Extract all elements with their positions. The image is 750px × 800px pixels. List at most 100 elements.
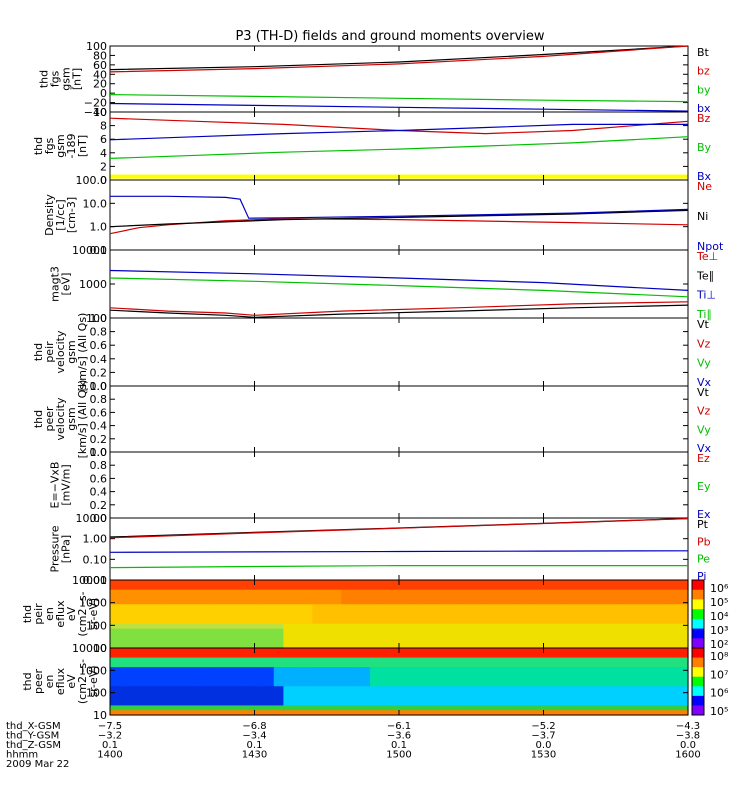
panel-density: 100.010.01.00.1Density[1/cc][cm-3]NeNiNp…: [43, 174, 724, 257]
spectrogram-cell: [389, 599, 400, 605]
ylabel-line: en: [43, 607, 56, 621]
spectrogram-cell: [668, 686, 679, 692]
spectrogram-cell: [591, 580, 602, 586]
spectrogram-cell: [119, 604, 130, 610]
spectrogram-cell: [254, 623, 265, 630]
spectrogram-cell: [110, 695, 121, 702]
spectrogram-cell: [466, 700, 477, 707]
ylabel-line: Density: [43, 194, 56, 236]
spectrogram-cell: [456, 648, 468, 654]
spectrogram-cell: [283, 638, 294, 644]
spectrogram-cell: [302, 710, 313, 716]
spectrogram-cell: [408, 580, 419, 586]
spectrogram-cell: [225, 628, 236, 635]
spectrogram-cell: [302, 691, 313, 697]
spectrogram-cell: [350, 695, 362, 702]
spectrogram-cell: [370, 594, 381, 601]
spectrogram-cell: [447, 691, 458, 697]
spectrogram-cell: [167, 594, 179, 601]
spectrogram-cell: [187, 648, 198, 654]
spectrogram-cell: [456, 614, 468, 620]
spectrogram-cell: [283, 643, 294, 649]
spectrogram-cell: [562, 648, 573, 654]
spectrogram-cell: [610, 628, 622, 635]
spectrogram-cell: [341, 623, 352, 630]
spectrogram-cell: [167, 671, 179, 678]
spectrogram-cell: [379, 604, 390, 610]
spectrogram-cell: [408, 584, 419, 591]
spectrogram-cell: [177, 618, 188, 625]
spectrogram-cell: [331, 705, 342, 711]
spectrogram-cell: [302, 652, 313, 659]
spectrogram-cell: [418, 667, 429, 673]
spectrogram-cell: [485, 604, 496, 610]
spectrogram-cell: [678, 676, 689, 683]
spectrogram-cell: [437, 676, 448, 683]
spectrogram-cell: [572, 676, 583, 683]
spectrogram-cell: [408, 618, 419, 625]
spectrogram-cell: [543, 676, 554, 683]
spectrogram-cell: [389, 648, 400, 654]
spectrogram-cell: [649, 676, 660, 683]
spectrogram-cell: [620, 681, 631, 687]
spectrogram-cell: [562, 580, 573, 586]
spectrogram-cell: [389, 618, 400, 625]
spectrogram-cell: [437, 599, 448, 605]
spectrogram-cell: [562, 667, 573, 673]
spectrogram-cell: [215, 710, 227, 716]
legend-entry: Ne: [697, 180, 712, 193]
spectrogram-cell: [206, 695, 217, 702]
spectrogram-cell: [370, 623, 381, 630]
spectrogram-cell: [466, 604, 477, 610]
spectrogram-cell: [321, 614, 333, 620]
spectrogram-cell: [649, 628, 660, 635]
spectrogram-cell: [119, 580, 130, 586]
spectrogram-cell: [235, 667, 246, 673]
spectrogram-cell: [254, 614, 265, 620]
spectrogram-cell: [187, 623, 198, 630]
footer-row-label: thd_Z-GSM: [6, 740, 61, 751]
spectrogram-cell: [533, 652, 545, 659]
spectrogram-cell: [514, 652, 525, 659]
spectrogram-cell: [514, 580, 525, 586]
spectrogram-cell: [206, 633, 217, 639]
spectrogram-cell: [389, 710, 400, 716]
spectrogram-cell: [659, 662, 670, 668]
spectrogram-cell: [572, 691, 583, 697]
spectrogram-cell: [379, 614, 390, 620]
spectrogram-cell: [148, 599, 159, 605]
spectrogram-cell: [659, 691, 670, 697]
spectrogram-cell: [427, 700, 439, 707]
spectrogram-cell: [610, 667, 622, 673]
spectrogram-cell: [437, 643, 448, 649]
spectrogram-cell: [476, 633, 487, 639]
spectrogram-cell: [254, 681, 265, 687]
spectrogram-cell: [447, 609, 458, 615]
spectrogram-cell: [167, 700, 179, 707]
spectrogram-cell: [283, 589, 294, 596]
spectrogram-cell: [321, 623, 333, 630]
spectrogram-cell: [283, 614, 294, 620]
ylabel-line: eflux: [54, 667, 67, 695]
spectrogram-cell: [110, 618, 121, 625]
spectrogram-cell: [331, 681, 342, 687]
spectrogram-cell: [591, 662, 602, 668]
spectrogram-cell: [562, 584, 573, 591]
spectrogram-cell: [620, 628, 631, 635]
spectrogram-cell: [321, 695, 333, 702]
spectrogram-cell: [514, 676, 525, 683]
spectrogram-cell: [167, 676, 179, 683]
spectrogram-cell: [321, 609, 333, 615]
spectrogram-cell: [649, 618, 660, 625]
spectrogram-cell: [601, 705, 612, 711]
spectrogram-cell: [177, 643, 188, 649]
spectrogram-cell: [495, 700, 506, 707]
spectrogram-cell: [543, 594, 554, 601]
spectrogram-cell: [110, 594, 121, 601]
spectrogram-cell: [196, 589, 207, 596]
spectrogram-cell: [379, 700, 390, 707]
spectrogram-cell: [389, 671, 400, 678]
spectrogram-cell: [148, 667, 159, 673]
spectrogram-cell: [302, 662, 313, 668]
spectrogram-cell: [659, 618, 670, 625]
